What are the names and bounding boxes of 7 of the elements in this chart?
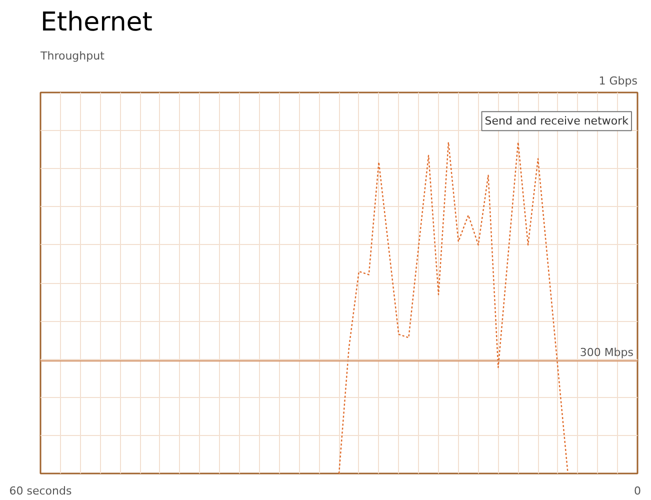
- text: Throughput: [40, 50, 106, 62]
- text: 1 Gbps: [598, 74, 638, 88]
- x-tick-label: 0: [634, 484, 641, 498]
- ref-line-label: 300 Mbps: [580, 346, 634, 359]
- x-tick-label: 60 seconds: [9, 484, 72, 498]
- chart-title: Ethernet: [40, 8, 152, 38]
- text: Send and receive network: [484, 114, 630, 128]
